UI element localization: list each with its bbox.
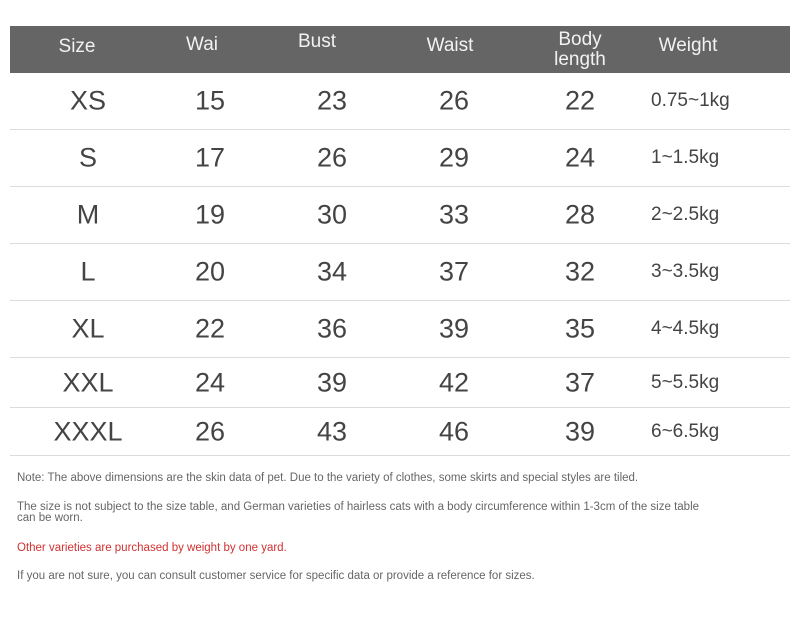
cell-waist: 29 <box>438 142 470 173</box>
table-row: XXXL 26 43 46 39 6~6.5kg <box>10 408 790 456</box>
cell-size: XXL <box>62 367 114 397</box>
cell-body-length: 24 <box>564 142 596 173</box>
cell-weight: 0.75~1kg <box>651 90 730 111</box>
cell-weight: 1~1.5kg <box>651 147 720 168</box>
note-dimensions: Note: The above dimensions are the skin … <box>17 472 639 484</box>
header-bust: Bust <box>297 31 337 52</box>
cell-wai: 26 <box>194 416 226 446</box>
cell-waist: 46 <box>438 416 470 446</box>
cell-size: S <box>78 142 98 173</box>
cell-wai: 20 <box>194 256 226 287</box>
cell-size: XS <box>69 85 107 116</box>
table-row: S 17 26 29 24 1~1.5kg <box>10 130 790 187</box>
cell-size: M <box>76 199 100 230</box>
cell-body-length: 32 <box>564 256 596 287</box>
cell-body-length: 35 <box>564 313 596 344</box>
note-customer-service: If you are not sure, you can consult cus… <box>17 570 535 582</box>
table-row: M 19 30 33 28 2~2.5kg <box>10 187 790 244</box>
table-header: Size Wai Bust Waist Body length Weight <box>10 26 790 73</box>
header-wai: Wai <box>185 34 219 55</box>
table-row: L 20 34 37 32 3~3.5kg <box>10 244 790 301</box>
cell-bust: 30 <box>316 199 348 230</box>
cell-body-length: 28 <box>564 199 596 230</box>
cell-waist: 26 <box>438 85 470 116</box>
note-hairless-cats: The size is not subject to the size tabl… <box>17 501 700 524</box>
cell-wai: 24 <box>194 367 226 397</box>
cell-waist: 37 <box>438 256 470 287</box>
cell-body-length: 37 <box>564 367 596 397</box>
cell-waist: 39 <box>438 313 470 344</box>
cell-body-length: 22 <box>564 85 596 116</box>
cell-bust: 34 <box>316 256 348 287</box>
cell-wai: 17 <box>194 142 226 173</box>
cell-bust: 26 <box>316 142 348 173</box>
cell-waist: 33 <box>438 199 470 230</box>
cell-bust: 43 <box>316 416 348 446</box>
note-weight: Other varieties are purchased by weight … <box>17 542 287 554</box>
cell-size: XXXL <box>53 416 123 446</box>
cell-weight: 4~4.5kg <box>651 318 720 339</box>
header-body-length: Body length <box>554 29 606 70</box>
cell-weight: 5~5.5kg <box>651 371 720 393</box>
cell-wai: 22 <box>194 313 226 344</box>
cell-size: XL <box>71 313 105 344</box>
table-row: XXL 24 39 42 37 5~5.5kg <box>10 358 790 408</box>
cell-wai: 15 <box>194 85 226 116</box>
cell-bust: 36 <box>316 313 348 344</box>
cell-weight: 3~3.5kg <box>651 261 720 282</box>
cell-waist: 42 <box>438 367 470 397</box>
table-row: XL 22 36 39 35 4~4.5kg <box>10 301 790 358</box>
table-row: XS 15 23 26 22 0.75~1kg <box>10 73 790 130</box>
cell-bust: 23 <box>316 85 348 116</box>
cell-weight: 6~6.5kg <box>651 420 720 442</box>
cell-size: L <box>80 256 96 287</box>
cell-weight: 2~2.5kg <box>651 204 720 225</box>
cell-body-length: 39 <box>564 416 596 446</box>
cell-wai: 19 <box>194 199 226 230</box>
header-weight: Weight <box>658 35 718 56</box>
cell-bust: 39 <box>316 367 348 397</box>
header-size: Size <box>58 36 96 57</box>
header-waist: Waist <box>426 35 474 56</box>
